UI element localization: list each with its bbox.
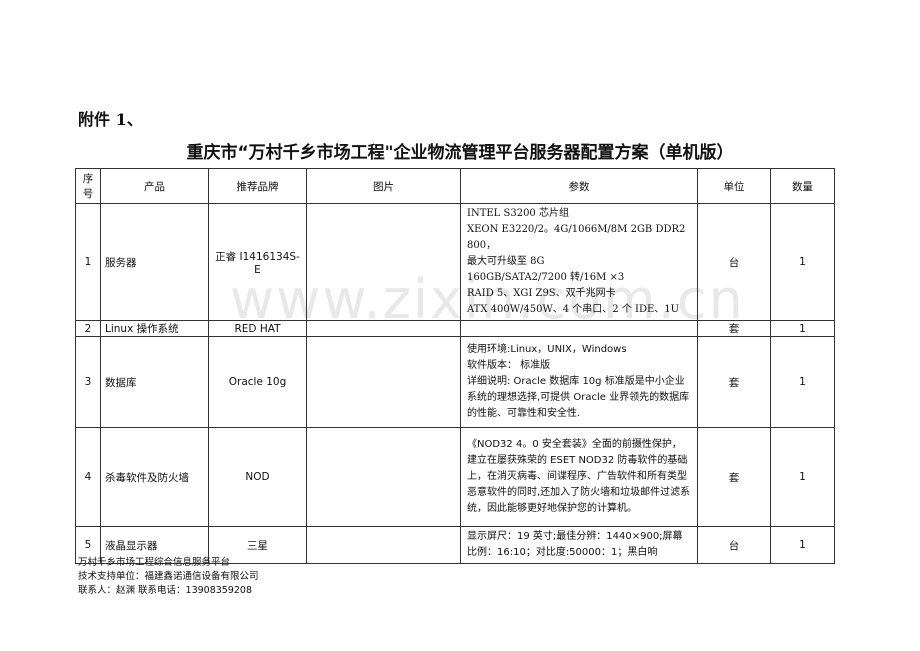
row-no: 1 bbox=[75, 203, 101, 321]
param-line: 最大可升级至 8G bbox=[467, 256, 545, 267]
row-product: Linux 操作系统 bbox=[100, 320, 209, 337]
param-line: 使用环境:Linux，UNIX，Windows bbox=[467, 344, 627, 355]
row-image bbox=[306, 427, 461, 527]
row-image bbox=[306, 336, 461, 428]
header-unit: 单位 bbox=[697, 168, 771, 204]
row-no: 3 bbox=[75, 336, 101, 428]
table-row: 3 数据库 Oracle 10g 使用环境:Linux，UNIX，Windows 软件版… bbox=[75, 336, 835, 428]
attachment-label: 附件 1、 bbox=[78, 110, 143, 129]
row-product: 液晶显示器 bbox=[100, 526, 209, 564]
row-qty: 1 bbox=[770, 427, 835, 527]
row-qty: 1 bbox=[770, 203, 835, 321]
row-params: 使用环境:Linux，UNIX，Windows 软件版本： 标准版详细说明: Or… bbox=[460, 336, 698, 428]
param-line: 《NOD32 4。0 安全套装》全面的前摄性保护，建立在屡获殊荣的 ESET N… bbox=[467, 439, 691, 514]
row-params: INTEL S3200 芯片组 XEON E3220/2。4G/1066M/8M … bbox=[460, 203, 698, 321]
row-image bbox=[306, 526, 461, 564]
header-product: 产品 bbox=[100, 168, 209, 204]
row-unit: 台 bbox=[697, 526, 771, 564]
row-no: 4 bbox=[75, 427, 101, 527]
row-params: 显示屏尺：19 英寸;最佳分辨：1440×900;屏幕比例：16:10；对比度:… bbox=[460, 526, 698, 564]
header-no: 序号 bbox=[75, 168, 101, 204]
row-product: 数据库 bbox=[100, 336, 209, 428]
row-brand: NOD bbox=[208, 427, 307, 527]
param-line: 显示屏尺：19 英寸;最佳分辨：1440×900;屏幕比例：16:10；对比度:… bbox=[467, 531, 683, 558]
row-product: 杀毒软件及防火墙 bbox=[100, 427, 209, 527]
row-qty: 1 bbox=[770, 336, 835, 428]
footer-contact: 联系人：赵渊 联系电话：13908359208 bbox=[78, 585, 253, 596]
footer-support: 技术支持单位：福建鑫诺通信设备有限公司 bbox=[78, 571, 259, 582]
param-line: ATX 400W/450W、4 个串口、2 个 IDE、1U bbox=[467, 304, 680, 315]
watermark: www.zixin.com.cn bbox=[230, 268, 745, 331]
footer-platform: 万村千乡市场工程综合信息服务平台 bbox=[78, 557, 231, 568]
param-line: INTEL S3200 芯片组 bbox=[467, 208, 569, 219]
row-product: 服务器 bbox=[100, 203, 209, 321]
row-qty: 1 bbox=[770, 320, 835, 337]
row-no: 2 bbox=[75, 320, 101, 337]
row-params: 《NOD32 4。0 安全套装》全面的前摄性保护，建立在屡获殊荣的 ESET N… bbox=[460, 427, 698, 527]
footer: 万村千乡市场工程综合信息服务平台 技术支持单位：福建鑫诺通信设备有限公司 联系人… bbox=[78, 556, 259, 598]
row-brand: Oracle 10g bbox=[208, 336, 307, 428]
row-qty: 1 bbox=[770, 526, 835, 564]
config-table: 序号 产品 推荐品牌 图片 参数 单位 数量 1 服务器 正睿 I1416134S-… bbox=[75, 168, 835, 564]
document-title: 重庆市“万村千乡市场工程"企业物流管理平台服务器配置方案（单机版） bbox=[186, 143, 734, 163]
table-row: 1 服务器 正睿 I1416134S-E INTEL S3200 芯片组 XEON E3… bbox=[75, 203, 835, 321]
header-params: 参数 bbox=[460, 168, 698, 204]
table-header: 序号 产品 推荐品牌 图片 参数 单位 数量 bbox=[75, 168, 835, 204]
row-unit: 套 bbox=[697, 427, 771, 527]
table-row: 4 杀毒软件及防火墙 NOD 《NOD32 4。0 安全套装》全面的前摄性保护，建立在… bbox=[75, 427, 835, 527]
header-image: 图片 bbox=[306, 168, 461, 204]
param-line: 软件版本： 标准版 bbox=[467, 360, 551, 371]
param-line: 详细说明: Oracle 数据库 10g 标准版是中小企业系统的理想选择,可提供… bbox=[467, 376, 690, 419]
param-line: RAID 5、XGI Z9S、双千兆网卡 bbox=[467, 288, 616, 299]
row-unit: 套 bbox=[697, 336, 771, 428]
header-qty: 数量 bbox=[770, 168, 835, 204]
param-line: 160GB/SATA2/7200 转/16M ×3 bbox=[467, 272, 625, 283]
row-brand: 三星 bbox=[208, 526, 307, 564]
param-line: XEON E3220/2。4G/1066M/8M 2GB DDR2 800， bbox=[467, 224, 686, 251]
table-row: 5 液晶显示器 三星 显示屏尺：19 英寸;最佳分辨：1440×900;屏幕比例：16… bbox=[75, 526, 835, 564]
header-brand: 推荐品牌 bbox=[208, 168, 307, 204]
